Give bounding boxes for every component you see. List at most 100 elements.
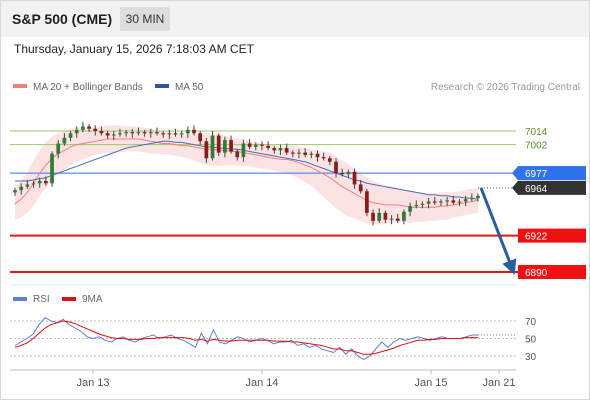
candle-body — [44, 181, 48, 184]
candle-body — [420, 203, 425, 205]
candle-body — [284, 148, 289, 153]
ma20-legend-label: MA 20 + Bollinger Bands — [33, 82, 143, 93]
resistance-label: 7014 — [525, 127, 548, 138]
candle-body — [179, 133, 184, 135]
candle-body — [365, 191, 369, 213]
candle-body — [476, 195, 480, 199]
candle-body — [105, 133, 110, 136]
candle-body — [223, 140, 227, 153]
pivot-tag — [518, 166, 586, 181]
candle-body — [68, 133, 73, 138]
candle-body — [31, 183, 36, 185]
target-tag — [518, 265, 586, 279]
legend: MA 20 + Bollinger Bands MA 50 Research ©… — [13, 82, 580, 93]
candle-body — [62, 137, 67, 144]
rsi-legend-label: RSI — [33, 294, 50, 305]
rsi-tick-label: 70 — [525, 317, 537, 328]
candle-body — [155, 132, 159, 134]
moving-averages — [14, 138, 479, 208]
candle-body — [216, 135, 221, 153]
projection — [479, 187, 517, 275]
candle-body — [290, 152, 295, 154]
candle-body — [25, 184, 30, 187]
rsi-tick-label: 50 — [525, 335, 537, 346]
candle-body — [377, 212, 382, 221]
x-tick-label: Jan 15 — [414, 377, 447, 389]
candle-body — [414, 204, 419, 207]
ma50-swatch — [155, 84, 169, 88]
candle-body — [463, 199, 468, 202]
x-tick-label: Jan 13 — [76, 377, 109, 389]
candle-body — [167, 133, 172, 135]
candle-body — [327, 158, 332, 162]
candle-body — [457, 201, 462, 203]
candle-body — [229, 140, 233, 152]
instrument-title: S&P 500 (CME) — [12, 11, 113, 27]
candle-body — [432, 201, 437, 203]
candle-body — [192, 129, 196, 134]
candle-body — [389, 218, 394, 220]
rsi-ma-legend-label: 9MA — [82, 294, 103, 305]
candle-body — [56, 143, 61, 154]
rsi-panel: 70 50 30 — [10, 316, 537, 363]
candle-body — [297, 152, 301, 154]
rsi-ma-line — [14, 320, 478, 355]
candle-body — [111, 134, 116, 136]
x-tick-label: Jan 14 — [245, 377, 278, 389]
candle-body — [309, 153, 314, 155]
candle-body — [383, 212, 388, 220]
timestamp: Thursday, January 15, 2026 7:18:03 AM CE… — [14, 42, 254, 56]
candle-body — [87, 126, 91, 129]
candle-body — [426, 201, 431, 204]
candle-body — [130, 132, 135, 134]
candle-body — [13, 190, 17, 193]
target-tag — [518, 228, 586, 243]
candle-body — [272, 148, 277, 151]
candle-body — [247, 143, 252, 147]
candle-body — [235, 151, 240, 158]
candle-body — [74, 129, 79, 134]
last-price-tag-pointer — [512, 180, 518, 195]
candle-body — [451, 200, 456, 203]
x-tick-label: Jan 21 — [482, 377, 515, 389]
candle-body — [395, 218, 400, 221]
last-price-tag — [518, 180, 586, 195]
candle-body — [408, 206, 412, 212]
candle-body — [37, 181, 42, 184]
candle-body — [260, 144, 264, 146]
candles — [13, 121, 480, 226]
candle-body — [136, 132, 141, 134]
candle-body — [371, 212, 375, 221]
candle-body — [186, 129, 190, 134]
bollinger-band-area — [15, 125, 478, 225]
candle-body — [266, 145, 270, 149]
candle-body — [81, 126, 85, 130]
candle-body — [352, 171, 357, 185]
candle-body — [198, 133, 203, 142]
candle-body — [99, 131, 104, 134]
level-tags: 7014 7002 6977 6964 6922 6890 — [512, 127, 586, 279]
candle-body — [173, 133, 178, 135]
candle-body — [161, 133, 166, 135]
candle-body — [204, 141, 209, 159]
timeframe-button[interactable]: 30 MIN — [120, 7, 170, 31]
ma20-swatch — [13, 84, 27, 88]
candle-body — [19, 186, 24, 191]
chart-header: S&P 500 (CME) 30 MIN — [1, 1, 589, 37]
resistance-label: 7002 — [525, 141, 548, 152]
candle-body — [315, 153, 320, 158]
last-price-label: 6964 — [525, 184, 548, 195]
projection-arrow — [479, 187, 517, 275]
ma50-line — [15, 140, 479, 200]
candle-body — [142, 132, 147, 134]
candle-body — [334, 161, 338, 174]
rsi-tick-label: 30 — [525, 352, 537, 363]
target-label: 6922 — [525, 232, 548, 243]
candle-body — [241, 143, 246, 158]
candle-body — [210, 135, 215, 159]
candle-body — [439, 201, 443, 203]
candle-body — [124, 132, 128, 134]
rsi-legend: RSI 9MA — [13, 294, 103, 305]
bollinger-band — [15, 125, 478, 225]
